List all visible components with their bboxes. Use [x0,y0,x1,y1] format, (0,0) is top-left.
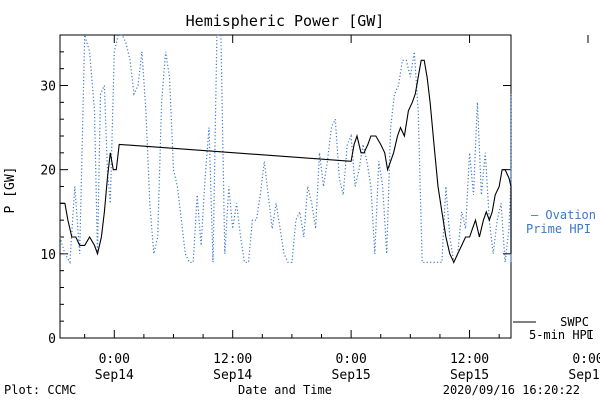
y-axis-label: P [GW] [3,167,18,214]
chart-title: Hemispheric Power [GW] [186,12,385,30]
y-tick-label: 30 [40,80,56,95]
footer-timestamp: 2020/09/16 16:20:22 [443,383,580,397]
x-tick-time-label: 0:00 [572,352,600,367]
ovation-prime-series-line [59,34,512,265]
y-axis-ticks: 0 10 20 30 [40,51,511,347]
x-tick-time-label: 0:00 [99,352,130,367]
y-tick-label: 20 [40,164,56,179]
x-tick-time-label: 0:00 [335,352,366,367]
x-tick-date-label: Sep16 [568,368,600,383]
x-tick-date-label: Sep15 [450,368,489,383]
series-layer [59,34,512,265]
legend-swpc-line1: SWPC [560,315,589,329]
footer-plot-credit: Plot: CCMC [4,383,76,397]
x-axis-ticks: 0:00Sep1412:00Sep140:00Sep1512:00Sep150:… [84,35,600,383]
x-tick-date-label: Sep15 [332,368,371,383]
legend-swpc-line2: 5-min HPI [529,328,594,342]
swpc-series-line [60,59,512,264]
x-tick-time-label: 12:00 [450,352,489,367]
y-tick-label: 10 [40,248,56,263]
y-tick-label: 0 [48,332,56,347]
x-tick-time-label: 12:00 [213,352,252,367]
legend-ovation-line2: Prime HPI [526,222,591,236]
x-axis-label: Date and Time [238,383,332,397]
plot-frame [59,34,512,339]
x-tick-date-label: Sep14 [95,368,134,383]
legend-ovation-line1: — Ovation [531,208,596,222]
x-tick-date-label: Sep14 [213,368,252,383]
